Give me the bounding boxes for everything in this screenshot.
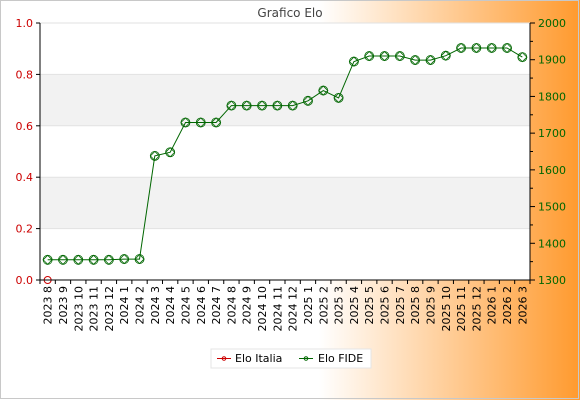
- data-point-elo-fide-diamond: [103, 254, 114, 265]
- x-tick-label: 2023 10: [72, 286, 85, 332]
- x-tick-label: 2025 1: [302, 286, 315, 325]
- y-left-tick-label: 0.8: [16, 68, 34, 81]
- data-point-elo-fide-diamond: [287, 100, 298, 111]
- y-right-tick-label: 1800: [538, 90, 566, 103]
- x-tick-label: 2025 6: [379, 286, 392, 325]
- x-tick-label: 2026 1: [486, 286, 499, 325]
- x-tick-label: 2026 2: [501, 286, 514, 325]
- x-tick-label: 2023 12: [103, 286, 116, 332]
- data-point-elo-fide-diamond: [501, 42, 513, 54]
- data-point-elo-fide-diamond: [440, 50, 451, 61]
- y-left-tick-label: 1.0: [16, 17, 34, 30]
- y-right-tick-label: 1600: [538, 164, 566, 177]
- x-tick-label: 2025 12: [470, 286, 483, 332]
- x-tick-label: 2024 6: [195, 286, 208, 325]
- y-right-tick-label: 1300: [538, 274, 566, 287]
- x-tick-label: 2025 10: [440, 286, 453, 332]
- x-tick-label: 2025 3: [333, 286, 346, 325]
- x-tick-label: 2024 1: [118, 286, 131, 325]
- x-tick-label: 2024 5: [179, 286, 192, 325]
- y-left-tick-label: 0.6: [16, 120, 34, 133]
- data-point-elo-fide-diamond: [379, 50, 390, 62]
- data-point-elo-fide-diamond: [226, 100, 237, 111]
- y-left-tick-label: 0.0: [16, 274, 34, 287]
- legend-item-elo-fide: Elo FIDE: [299, 352, 363, 365]
- legend-label-elo-fide: Elo FIDE: [318, 352, 363, 365]
- legend-box: [210, 348, 372, 369]
- plot-area: [40, 22, 530, 280]
- data-point-elo-fide-diamond: [73, 254, 84, 265]
- x-tick-label: 2024 12: [287, 286, 300, 332]
- x-tick-label: 2025 4: [348, 286, 361, 325]
- x-tick-label: 2025 2: [317, 286, 330, 325]
- x-tick-label: 2024 3: [149, 286, 162, 325]
- data-point-elo-fide-diamond: [456, 42, 467, 54]
- legend: Elo Italia Elo FIDE: [210, 348, 372, 369]
- y-right-tick-label: 1700: [538, 127, 566, 140]
- data-point-elo-fide-diamond: [272, 100, 283, 111]
- data-point-elo-fide-diamond: [211, 117, 222, 128]
- data-point-elo-fide-diamond: [394, 50, 405, 62]
- x-tick-label: 2024 4: [164, 286, 177, 325]
- x-tick-label: 2024 2: [134, 286, 147, 325]
- x-tick-label: 2024 10: [256, 286, 269, 332]
- data-point-elo-fide-diamond: [486, 42, 497, 54]
- data-point-elo-fide-diamond: [149, 150, 160, 161]
- data-point-elo-fide-diamond: [302, 95, 314, 106]
- data-point-elo-fide-diamond: [165, 147, 176, 158]
- data-point-elo-fide-diamond: [57, 254, 69, 265]
- data-point-elo-fide-diamond: [119, 254, 130, 265]
- data-point-elo-fide-diamond: [88, 254, 99, 265]
- x-tick-label: 2024 7: [210, 286, 223, 325]
- data-point-elo-fide-diamond: [517, 52, 528, 63]
- series-line-elo-fide: [47, 47, 523, 261]
- grid-band: [40, 74, 530, 126]
- x-tick-label: 2024 11: [271, 286, 284, 332]
- x-tick-label: 2026 3: [516, 286, 529, 325]
- data-point-elo-fide-diamond: [180, 117, 191, 128]
- legend-marker-elo-fide: [303, 356, 309, 361]
- data-point-elo-fide-diamond: [333, 92, 344, 103]
- x-tick-label: 2025 7: [394, 286, 407, 325]
- series-layer: [42, 42, 528, 284]
- x-tick-label: 2024 8: [225, 286, 238, 325]
- x-tick-label: 2025 8: [409, 286, 422, 325]
- data-point-elo-fide-diamond: [471, 42, 482, 54]
- y-right-tick-label: 1500: [538, 201, 566, 214]
- legend-marker-elo-italia: [221, 356, 227, 361]
- chart-title: Grafico Elo: [257, 6, 322, 20]
- data-point-elo-fide-diamond: [364, 50, 375, 62]
- y-left-tick-label: 0.4: [16, 171, 34, 184]
- data-point-elo-fide-diamond: [42, 254, 53, 265]
- x-tick-label: 2025 5: [363, 286, 376, 325]
- y-right-tick-label: 1400: [538, 237, 566, 250]
- data-point-elo-fide-diamond: [134, 254, 145, 265]
- data-point-elo-fide-diamond: [241, 100, 252, 111]
- x-tick-label: 2024 9: [241, 286, 254, 325]
- x-tick-label: 2023 8: [42, 286, 55, 325]
- data-point-elo-fide-diamond: [348, 56, 359, 67]
- x-tick-label: 2023 11: [88, 286, 101, 332]
- legend-label-elo-italia: Elo Italia: [235, 352, 282, 365]
- data-point-elo-fide-diamond: [425, 55, 436, 66]
- grid-band: [40, 177, 530, 229]
- y-left-tick-label: 0.2: [16, 223, 34, 236]
- y-right-tick-label: 1900: [538, 54, 566, 67]
- data-point-elo-fide-diamond: [318, 85, 329, 96]
- data-point-elo-fide-diamond: [410, 55, 421, 66]
- data-point-elo-fide-diamond: [195, 117, 206, 128]
- axes-layer: 0.0 0.2 0.4 0.6 0.8 1.0 1300 1400 1500 1600 1700 18…: [16, 17, 567, 332]
- legend-item-elo-italia: Elo Italia: [217, 352, 282, 365]
- data-point-elo-fide-diamond: [256, 100, 268, 111]
- x-tick-label: 2025 9: [424, 286, 437, 325]
- plot-background: [40, 23, 530, 280]
- x-tick-label: 2025 11: [455, 286, 468, 332]
- y-right-tick-label: 2000: [538, 17, 566, 30]
- x-tick-label: 2023 9: [57, 286, 70, 325]
